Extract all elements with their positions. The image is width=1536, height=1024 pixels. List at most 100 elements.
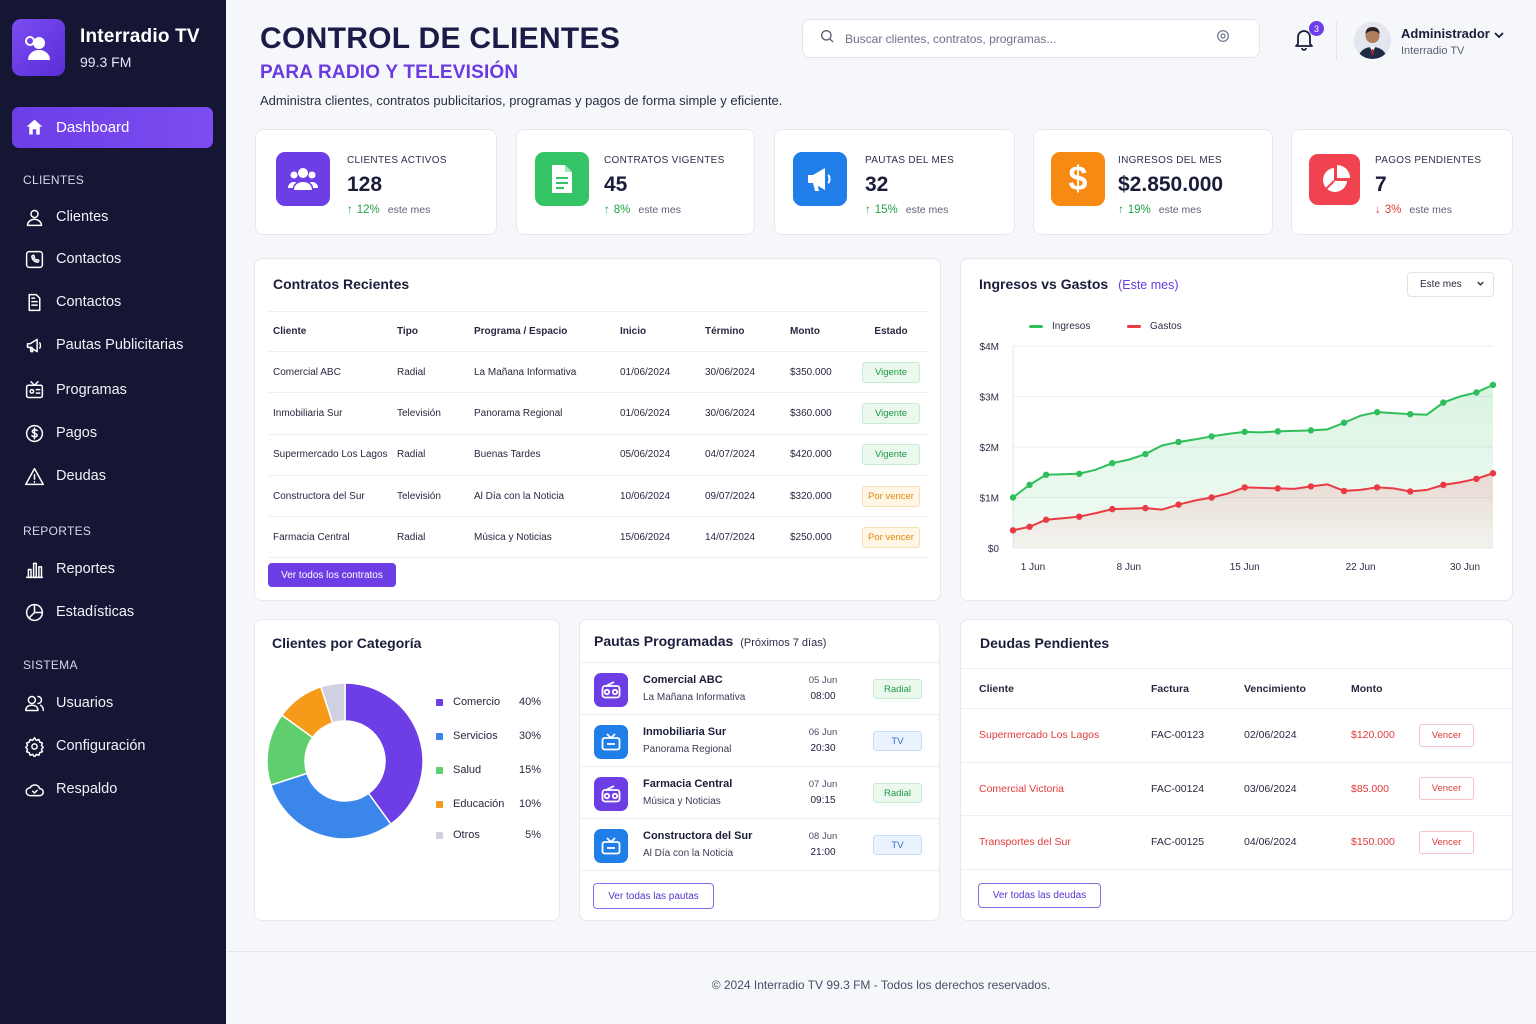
data-point[interactable] — [1076, 470, 1083, 477]
table-cell: Radial — [393, 516, 470, 559]
data-point[interactable] — [1440, 481, 1447, 489]
table-row[interactable]: Transportes del Sur FAC-00125 04/06/2024 $1… — [961, 815, 1513, 870]
data-point[interactable] — [1241, 484, 1248, 491]
data-point[interactable] — [1407, 410, 1414, 418]
data-point[interactable] — [1026, 523, 1033, 530]
donut-slice-otros[interactable] — [319, 682, 346, 724]
table-cell: Música y Noticias — [470, 516, 616, 559]
table-row[interactable]: Supermercado Los Lagos Radial Buenas Tarde… — [269, 434, 928, 476]
data-point[interactable] — [1340, 487, 1348, 495]
brand[interactable]: Interradio TV 99.3 FM — [12, 19, 200, 76]
table-row[interactable]: Comercial Victoria FAC-00124 03/06/2024 $85… — [961, 762, 1513, 816]
view-all-debts-button[interactable]: Ver todas las deudas — [978, 883, 1101, 908]
stat-label: CONTRATOS VIGENTES — [604, 155, 725, 166]
view-all-schedule-button[interactable]: Ver todas las pautas — [593, 883, 714, 909]
donut-slice-comercio[interactable] — [344, 682, 424, 826]
schedule-item[interactable]: Comercial ABC La Mañana Informativa 05 Jun… — [580, 662, 939, 714]
data-point[interactable] — [1307, 427, 1315, 434]
schedule-time: 08:00 — [810, 691, 836, 702]
data-point[interactable] — [1042, 471, 1050, 478]
page-description: Administra clientes, contratos publicita… — [260, 93, 783, 108]
data-point[interactable] — [1109, 459, 1116, 467]
data-point[interactable] — [1473, 389, 1480, 396]
stat-card-clientes[interactable]: CLIENTES ACTIVOS 128 ↑ 12% este mes — [255, 129, 497, 235]
nav-item-deudas[interactable]: Deudas — [23, 464, 106, 488]
data-point[interactable] — [1473, 475, 1480, 483]
stat-card-ingresos[interactable]: $ INGRESOS DEL MES $2.850.000 ↑ 19% este m… — [1033, 129, 1273, 235]
data-point[interactable] — [1208, 433, 1215, 440]
table-row[interactable]: Farmacia Central Radial Música y Noticias 1… — [269, 516, 928, 559]
data-point[interactable] — [1373, 408, 1381, 416]
data-point[interactable] — [1241, 428, 1248, 436]
data-point[interactable] — [1142, 504, 1149, 512]
bell-icon[interactable] — [1292, 26, 1316, 52]
view-all-contracts-button[interactable]: Ver todos los contratos — [268, 563, 396, 587]
data-point[interactable] — [1407, 488, 1414, 495]
category-name: Comercio — [453, 696, 501, 708]
schedule-client: Inmobiliaria Sur — [643, 726, 727, 738]
footer: © 2024 Interradio TV 99.3 FM - Todos los… — [711, 978, 1051, 992]
nav-item-configuracion[interactable]: Configuración — [23, 734, 145, 758]
table-row[interactable]: Inmobiliaria Sur Televisión Panorama Regio… — [269, 392, 928, 435]
nav-item-dashboard[interactable]: Dashboard — [12, 107, 213, 148]
nav-item-programas[interactable]: Programas — [23, 378, 127, 402]
nav-item-reportes[interactable]: Reportes — [23, 557, 115, 581]
data-point[interactable] — [1274, 428, 1282, 435]
schedule-item[interactable]: Constructora del Sur Al Día con la Notici… — [580, 818, 939, 870]
vencer-button[interactable]: Vencer — [1419, 830, 1474, 854]
data-point[interactable] — [1009, 527, 1017, 534]
data-point[interactable] — [1489, 381, 1497, 389]
table-row[interactable]: Constructora del Sur Televisión Al Día con… — [269, 475, 928, 518]
data-point[interactable] — [1076, 513, 1083, 520]
nav-item-clientes[interactable]: Clientes — [23, 205, 108, 229]
data-point[interactable] — [1307, 483, 1315, 490]
data-point[interactable] — [1489, 470, 1497, 477]
table-cell: Transportes del Sur — [961, 815, 1133, 870]
data-point[interactable] — [1142, 450, 1149, 458]
nav-item-pagos[interactable]: Pagos — [23, 421, 97, 445]
nav-item-usuarios[interactable]: Usuarios — [23, 691, 113, 715]
vencer-button[interactable]: Vencer — [1419, 777, 1474, 801]
table-cell: Panorama Regional — [470, 392, 616, 435]
nav-item-estadisticas[interactable]: Estadísticas — [23, 600, 134, 624]
data-point[interactable] — [1009, 494, 1017, 501]
nav-item-contactos-2[interactable]: Contactos — [23, 290, 121, 314]
nav-item-contactos[interactable]: Contactos — [23, 247, 121, 271]
table-row[interactable]: Comercial ABC Radial La Mañana Informativa… — [269, 351, 928, 394]
nav-item-pautas[interactable]: Pautas Publicitarias — [23, 333, 183, 357]
period-select[interactable]: Este mes — [1407, 272, 1494, 297]
data-point[interactable] — [1175, 438, 1182, 446]
data-point[interactable] — [1440, 399, 1447, 406]
stat-card-pautas[interactable]: PAUTAS DEL MES 32 ↑ 15% este mes — [774, 129, 1015, 235]
data-point[interactable] — [1274, 485, 1282, 492]
data-point[interactable] — [1026, 481, 1033, 489]
table-cell: 02/06/2024 — [1226, 708, 1333, 763]
data-point[interactable] — [1373, 484, 1381, 491]
table-cell: 15/06/2024 — [616, 516, 701, 559]
schedule-item[interactable]: Inmobiliaria Sur Panorama Regional 06 Jun 2… — [580, 714, 939, 766]
contracts-title: Contratos Recientes — [273, 276, 410, 292]
data-point[interactable] — [1340, 419, 1348, 426]
data-point[interactable] — [1175, 501, 1182, 508]
legend-label: Gastos — [1150, 321, 1182, 332]
stat-card-pagos-pendientes[interactable]: PAGOS PENDIENTES 7 ↓ 3% este mes — [1291, 129, 1513, 235]
type-badge: TV — [873, 731, 922, 751]
data-point[interactable] — [1042, 516, 1050, 523]
avatar[interactable] — [1354, 22, 1391, 59]
data-point[interactable] — [1109, 505, 1116, 513]
data-point[interactable] — [1208, 494, 1215, 501]
schedule-item[interactable]: Farmacia Central Música y Noticias 07 Jun 0… — [580, 766, 939, 818]
stat-value: $2.850.000 — [1118, 173, 1224, 196]
nav-item-respaldo[interactable]: Respaldo — [23, 777, 117, 801]
nav-section-clientes: CLIENTES — [23, 173, 85, 187]
search-target-icon[interactable] — [1215, 28, 1231, 49]
search-input[interactable] — [845, 31, 1215, 46]
donut-slice-servicios[interactable] — [269, 772, 392, 840]
chevron-down-icon[interactable] — [1493, 28, 1505, 46]
vencer-button[interactable]: Vencer — [1419, 723, 1474, 747]
page-title: CONTROL DE CLIENTES — [260, 22, 621, 55]
stat-card-contratos[interactable]: CONTRATOS VIGENTES 45 ↑ 8% este mes — [516, 129, 755, 235]
stat-trend-period: este mes — [905, 204, 949, 216]
table-row[interactable]: Supermercado Los Lagos FAC-00123 02/06/202… — [961, 708, 1513, 763]
user-name[interactable]: Administrador — [1401, 26, 1490, 41]
